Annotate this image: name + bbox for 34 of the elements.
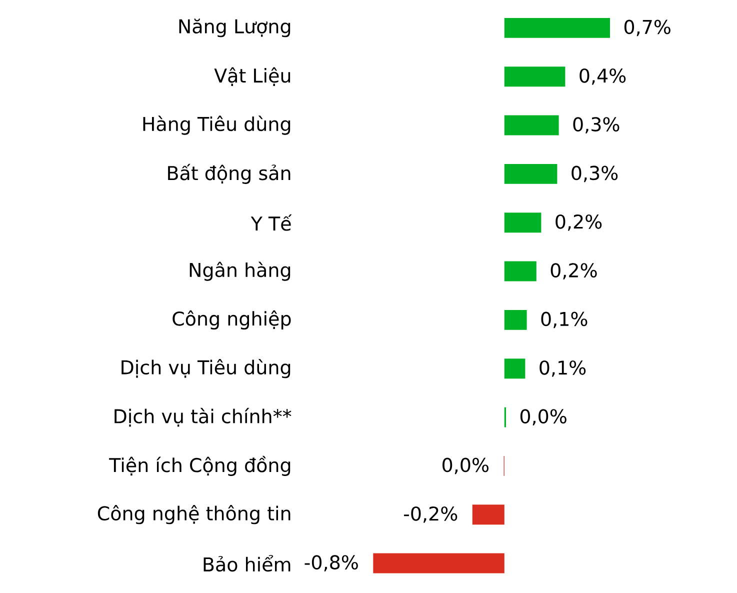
data-label: -0,8% — [304, 555, 358, 572]
bar — [472, 504, 504, 525]
data-label: 0,1% — [541, 312, 588, 328]
data-label: 0,7% — [624, 20, 670, 36]
bar — [504, 164, 558, 184]
y-tick-label: Dịch vụ Tiêu dùng — [122, 359, 290, 378]
bar — [504, 212, 542, 233]
data-label: 0,0% — [442, 458, 488, 474]
y-tick-label: Tiện ích Cộng đồng — [109, 456, 290, 476]
y-tick-label: Ngân hàng — [190, 262, 290, 281]
y-tick-label: Công nghệ thông tin — [98, 505, 290, 524]
bar — [504, 115, 559, 136]
y-tick-label: Hàng Tiêu dùng — [143, 116, 290, 135]
y-tick-label: Bất động sản — [168, 164, 290, 184]
bar — [504, 18, 610, 38]
data-label: -0,2% — [404, 506, 458, 523]
y-tick-label: Năng Lượng — [179, 18, 290, 38]
bar — [504, 358, 526, 379]
data-label: 0,2% — [550, 263, 597, 280]
y-tick-label: Y Tế — [250, 214, 292, 231]
bar — [373, 553, 504, 574]
y-tick-label: Dịch vụ tài chính** — [114, 408, 292, 427]
bar — [504, 310, 527, 330]
y-tick-label: Công nghiệp — [172, 310, 291, 330]
data-label: 0,3% — [573, 117, 620, 134]
data-label: 0,3% — [572, 166, 618, 182]
data-label: 0,0% — [520, 409, 566, 426]
data-label: 0,1% — [540, 360, 586, 377]
y-tick-label: Vật Liệu — [214, 67, 290, 86]
bar — [504, 66, 566, 87]
bar — [504, 261, 536, 282]
data-label: 0,4% — [580, 68, 626, 85]
data-label: 0,2% — [556, 214, 602, 231]
y-tick-label: Bảo hiểm — [204, 554, 290, 572]
